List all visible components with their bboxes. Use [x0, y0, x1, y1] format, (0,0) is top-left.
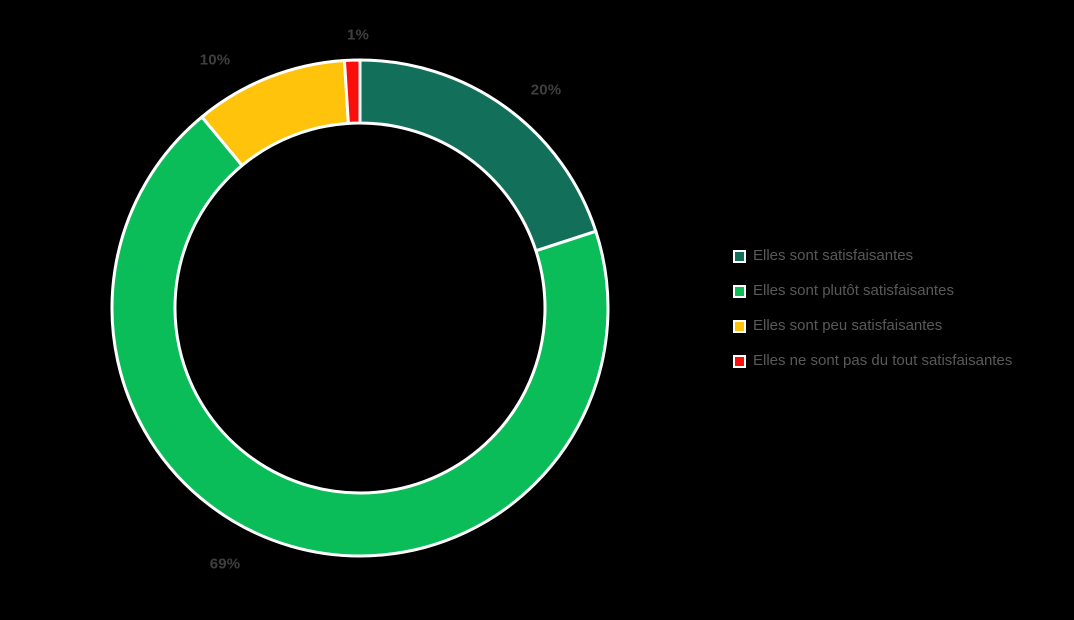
donut-slice-2: [110, 115, 610, 558]
legend-item-pas-du-tout-satisfaisantes: Elles ne sont pas du tout satisfaisantes: [733, 351, 1012, 371]
legend-label: Elles sont plutôt satisfaisantes: [753, 282, 954, 299]
legend-item-peu-satisfaisantes: Elles sont peu satisfaisantes: [733, 316, 1012, 336]
donut-slice-4: [342, 58, 362, 125]
data-label-slice-4: 1%: [346, 26, 370, 44]
data-label-slice-1: 20%: [530, 81, 562, 99]
legend-label: Elles sont peu satisfaisantes: [753, 317, 943, 334]
data-label-slice-2: 69%: [209, 555, 241, 573]
legend-label: Elles ne sont pas du tout satisfaisantes: [753, 352, 1013, 369]
data-label-slice-3: 10%: [199, 51, 231, 69]
legend-item-satisfaisantes: Elles sont satisfaisantes: [733, 246, 1012, 266]
legend-label: Elles sont satisfaisantes: [753, 247, 914, 264]
legend-swatch-icon: [733, 319, 746, 333]
legend: Elles sont satisfaisantes Elles sont plu…: [733, 246, 1012, 371]
legend-item-plutot-satisfaisantes: Elles sont plutôt satisfaisantes: [733, 281, 1012, 301]
legend-swatch-icon: [733, 284, 746, 298]
legend-swatch-icon: [733, 249, 746, 263]
legend-swatch-icon: [733, 354, 746, 368]
